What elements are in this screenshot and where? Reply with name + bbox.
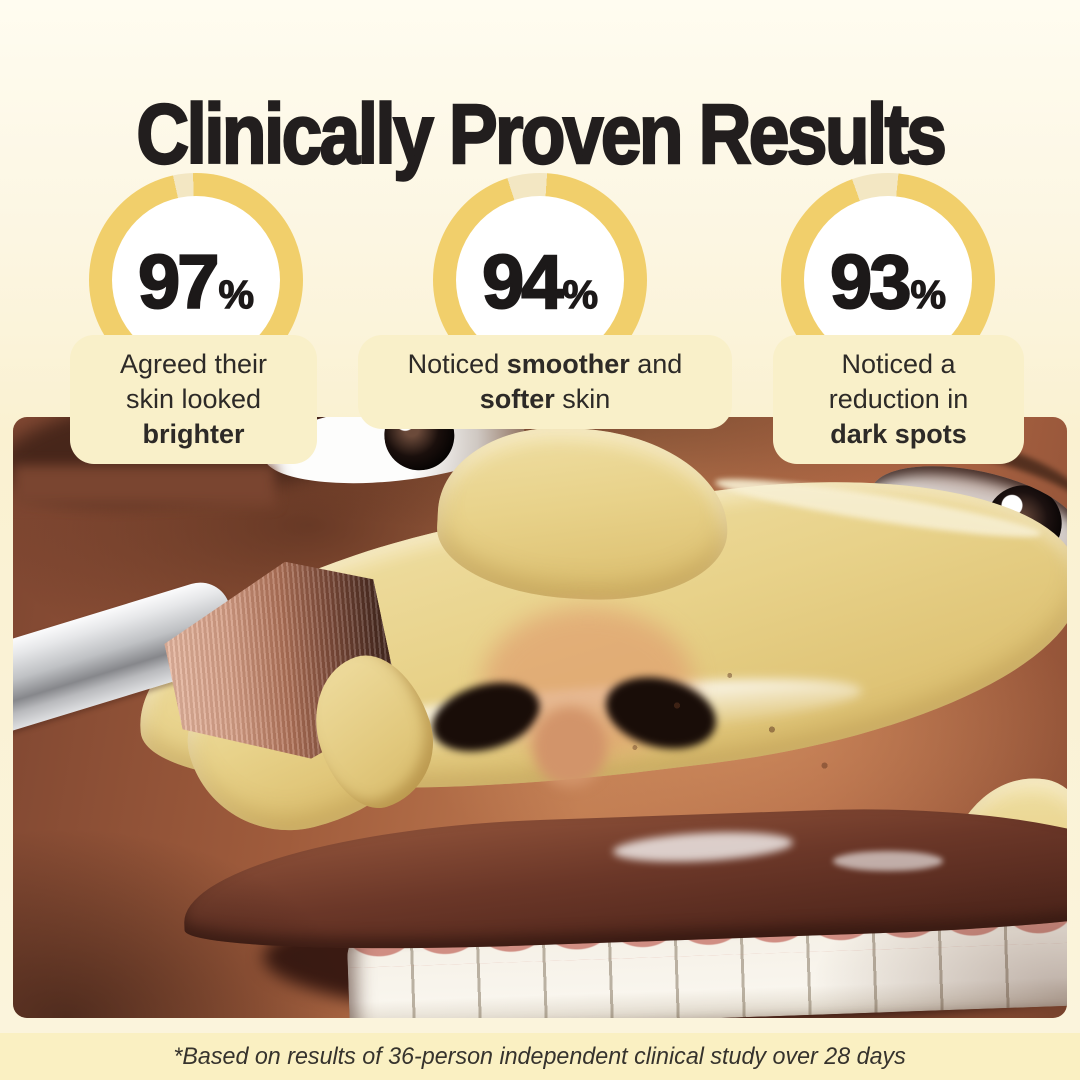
desc-text: skin (554, 384, 611, 414)
stat-description-card-brighter: Agreed their skin looked brighter (70, 335, 317, 464)
stat-value-row: 94 % (481, 239, 599, 326)
stat-description-card-dark-spots: Noticed a reduction in dark spots (773, 335, 1024, 464)
desc-text-bold: brighter (142, 419, 245, 449)
stat-description-card-smoother: Noticed smoother and softer skin (358, 335, 732, 429)
percent-sign: % (562, 272, 599, 317)
model-face-photo (13, 417, 1067, 1018)
footnote-text: *Based on results of 36-person independe… (173, 1042, 907, 1070)
desc-text: Noticed a (841, 349, 956, 379)
desc-text: skin looked (125, 384, 262, 414)
stat-value: 93 (829, 239, 913, 326)
desc-text: reduction in (828, 384, 969, 414)
footnote-bar: *Based on results of 36-person independe… (0, 1033, 1080, 1080)
stat-value-row: 93 % (829, 239, 947, 326)
stat-value-row: 97 % (137, 239, 255, 326)
photo-vignette-graphic (13, 417, 1067, 1018)
desc-text: Agreed their (119, 349, 268, 379)
percent-sign: % (910, 272, 947, 317)
desc-text-bold: softer (479, 384, 555, 414)
page-title-text: Clinically Proven Results (135, 87, 948, 182)
percent-sign: % (218, 272, 255, 317)
desc-text-bold: smoother (506, 349, 630, 379)
desc-text-bold: dark spots (830, 419, 967, 449)
stat-value: 94 (481, 239, 565, 326)
stat-value: 97 (137, 239, 221, 326)
desc-text: Noticed (407, 349, 507, 379)
desc-text: and (629, 349, 683, 379)
page-title: Clinically Proven Results (0, 87, 1080, 182)
